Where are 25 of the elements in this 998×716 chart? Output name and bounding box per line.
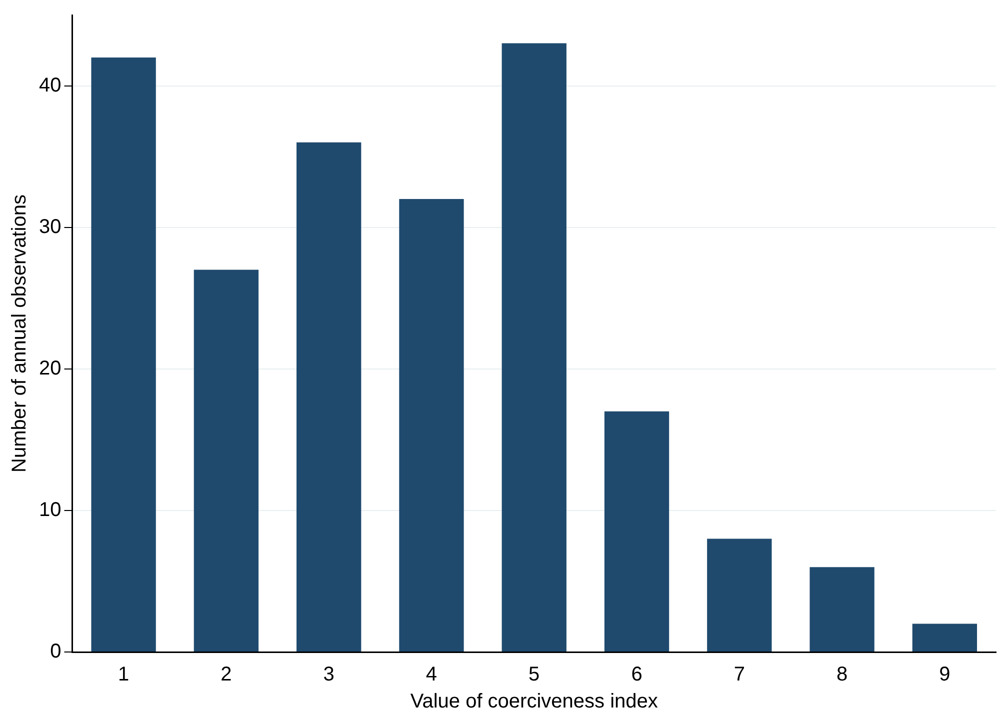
- y-tick-label: 30: [38, 216, 62, 238]
- x-tick-label: 6: [631, 664, 642, 686]
- bar: [707, 538, 772, 652]
- bar: [296, 142, 362, 652]
- y-tick-label: 10: [38, 498, 62, 521]
- bar: [810, 567, 874, 652]
- bar: [912, 624, 978, 652]
- bar: [502, 43, 566, 652]
- bar: [194, 270, 259, 652]
- bar: [399, 199, 464, 652]
- y-tick-label: 20: [38, 357, 62, 380]
- x-tick-label: 5: [528, 664, 540, 686]
- x-tick-label: 8: [836, 664, 848, 686]
- x-tick-label: 9: [939, 664, 950, 686]
- y-axis-title: Number of annual observations: [8, 194, 31, 472]
- bar: [604, 411, 670, 652]
- x-tick-label: 1: [118, 664, 130, 686]
- x-tick-label: 3: [323, 664, 334, 686]
- x-axis-title: Value of coerciveness index: [410, 690, 658, 713]
- x-tick-label: 4: [426, 664, 438, 686]
- x-tick-label: 2: [220, 664, 232, 686]
- x-tick-label: 7: [734, 664, 745, 686]
- y-tick-label: 0: [50, 640, 62, 663]
- bar: [91, 57, 156, 652]
- y-tick-label: 40: [38, 74, 62, 96]
